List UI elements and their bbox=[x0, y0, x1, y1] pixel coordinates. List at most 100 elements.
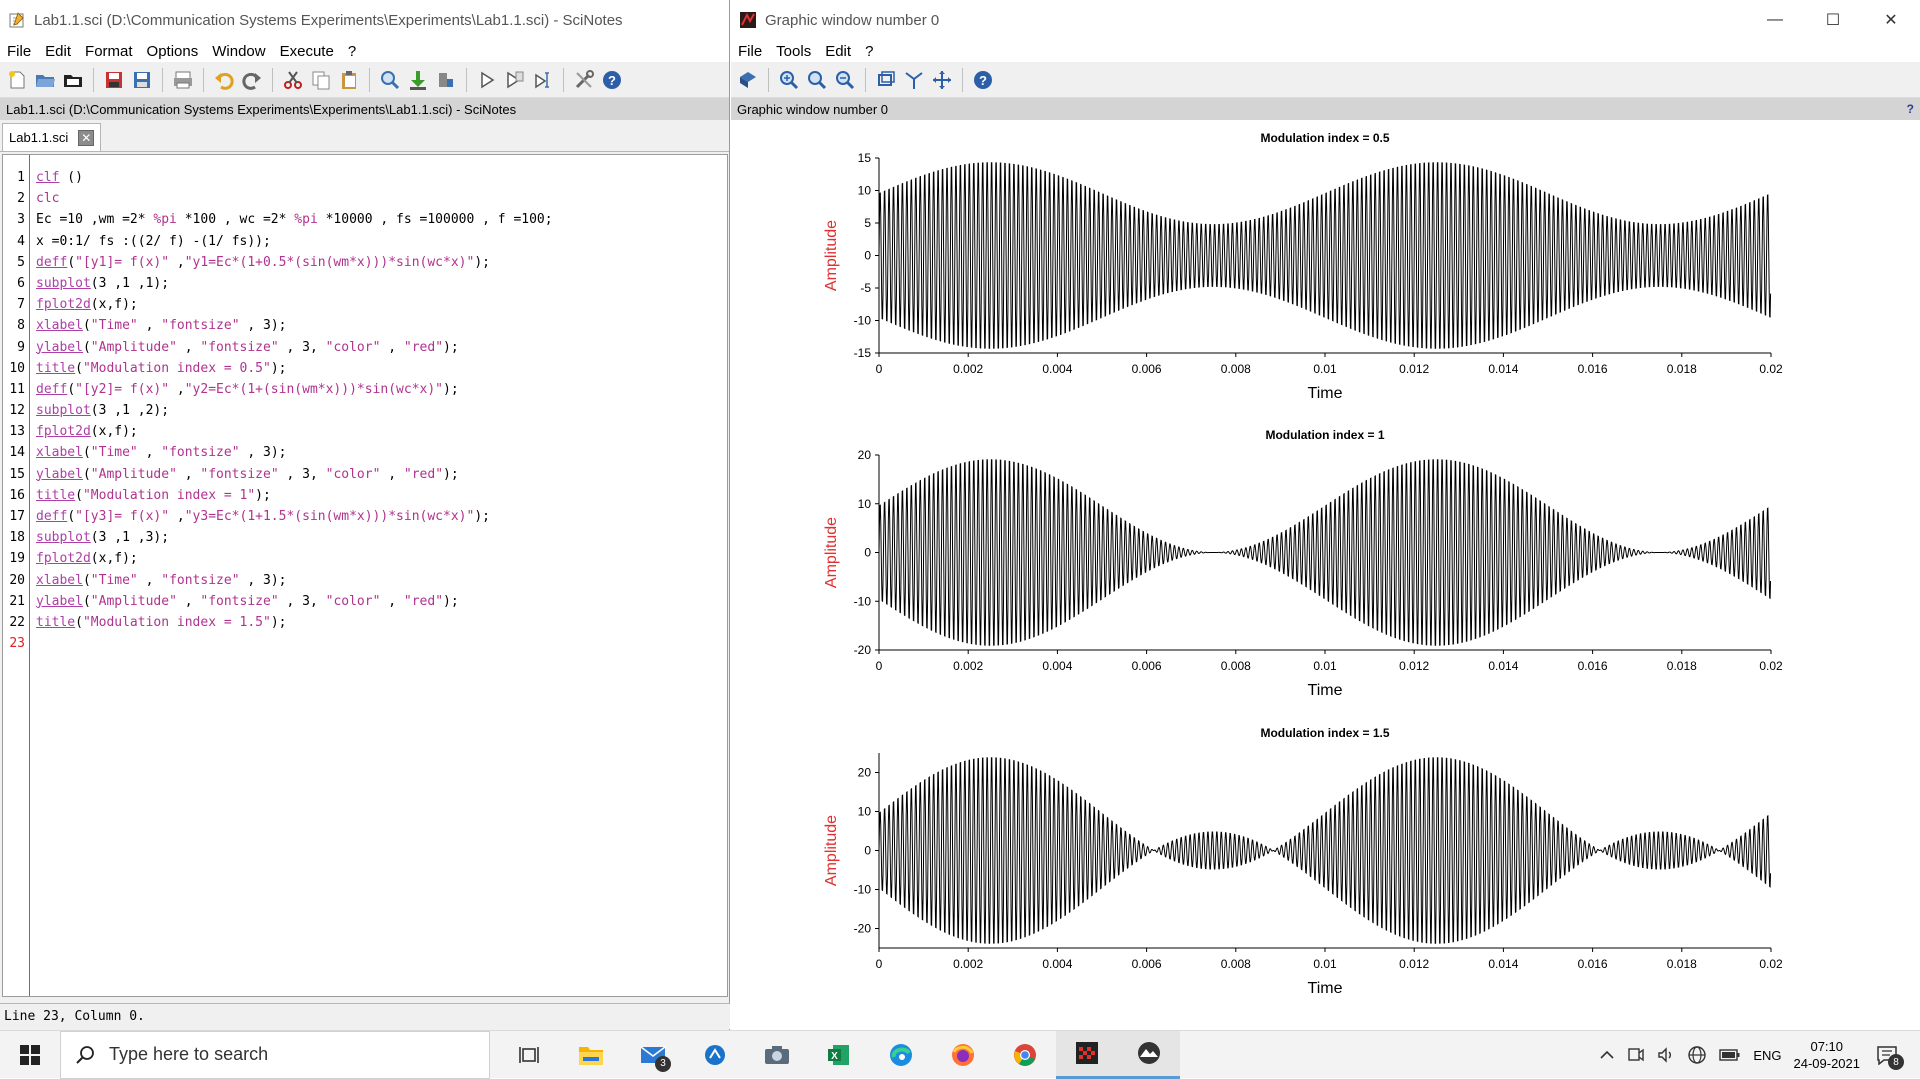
code-line[interactable]: fplot2d(x,f); bbox=[36, 551, 138, 567]
code-line[interactable]: Ec =10 ,wm =2* %pi *100 , wc =2* %pi *10… bbox=[36, 212, 553, 228]
cut-button[interactable] bbox=[280, 67, 306, 93]
save-button[interactable] bbox=[101, 67, 127, 93]
plot-canvas[interactable]: Modulation index = 0.5 -15 -10 -5 0 5 10 15 0 0.0… bbox=[731, 120, 1920, 1010]
code-line[interactable]: deff("[y2]= f(x)" ,"y2=Ec*(1+(sin(wm*x))… bbox=[36, 381, 459, 397]
task-view-button[interactable] bbox=[498, 1031, 560, 1079]
code-line[interactable]: clc bbox=[36, 191, 60, 207]
menu-options[interactable]: Options bbox=[146, 42, 199, 60]
taskbar-search-box[interactable]: Type here to search bbox=[60, 1030, 490, 1079]
excel-button[interactable]: X bbox=[808, 1031, 870, 1079]
maximize-icon[interactable]: ☐ bbox=[1825, 12, 1841, 29]
code-line[interactable]: clf () bbox=[36, 170, 83, 185]
camera-button[interactable] bbox=[746, 1031, 808, 1079]
execute-with-echo-button[interactable] bbox=[502, 67, 528, 93]
code-line[interactable]: xlabel("Time" , "fontsize" , 3); bbox=[36, 572, 287, 588]
paste-button[interactable] bbox=[336, 67, 362, 93]
volume-icon[interactable] bbox=[1657, 1046, 1675, 1064]
start-button[interactable] bbox=[0, 1031, 60, 1079]
find-replace-button[interactable] bbox=[377, 67, 403, 93]
plots-svg[interactable]: Modulation index = 0.5 -15 -10 -5 0 5 10 15 0 0.0… bbox=[731, 120, 1920, 1010]
close-icon[interactable]: ✕ bbox=[1884, 12, 1898, 29]
code-line[interactable]: ylabel("Amplitude" , "fontsize" , 3, "co… bbox=[36, 593, 459, 609]
clock[interactable]: 07:10 24-09-2021 bbox=[1794, 1038, 1861, 1072]
firefox-button[interactable] bbox=[932, 1031, 994, 1079]
menu-format[interactable]: Format bbox=[85, 42, 133, 60]
minimize-icon[interactable]: — bbox=[1767, 11, 1783, 28]
menu-window[interactable]: Window bbox=[212, 42, 266, 60]
scilab-console-button[interactable] bbox=[1056, 1030, 1118, 1079]
code-line[interactable] bbox=[36, 633, 727, 654]
execute-file-button[interactable] bbox=[433, 67, 459, 93]
code-line[interactable]: ylabel("Amplitude" , "fontsize" , 3, "co… bbox=[36, 339, 459, 355]
edit-axes-button[interactable] bbox=[901, 67, 927, 93]
graphic-help-button[interactable]: ? bbox=[970, 67, 996, 93]
toolbar-separator bbox=[369, 67, 370, 92]
code-line[interactable]: title("Modulation index = 1"); bbox=[36, 487, 271, 503]
undo-button[interactable] bbox=[211, 67, 237, 93]
code-line[interactable]: ylabel("Amplitude" , "fontsize" , 3, "co… bbox=[36, 466, 459, 482]
menu-file[interactable]: File bbox=[7, 42, 32, 60]
battery-icon[interactable] bbox=[1719, 1048, 1741, 1062]
graphic-menu-tools[interactable]: Tools bbox=[776, 42, 812, 60]
menu-help[interactable]: ? bbox=[347, 42, 357, 60]
input-language[interactable]: ENG bbox=[1753, 1047, 1782, 1063]
menu-edit[interactable]: Edit bbox=[45, 42, 72, 60]
chrome-button[interactable] bbox=[994, 1031, 1056, 1079]
new-file-button[interactable] bbox=[4, 67, 30, 93]
graphic-menu-edit[interactable]: Edit bbox=[825, 42, 852, 60]
graphic-help-mark[interactable]: ? bbox=[1906, 102, 1914, 116]
app-blue-button[interactable] bbox=[684, 1031, 746, 1079]
zoom-in-button[interactable] bbox=[804, 67, 830, 93]
chevron-up-icon[interactable] bbox=[1599, 1047, 1615, 1063]
code-line[interactable]: x =0:1/ fs :((2/ f) -(1/ fs)); bbox=[36, 233, 271, 249]
graphic-path-label: Graphic window number 0 bbox=[737, 101, 889, 117]
menu-execute[interactable]: Execute bbox=[279, 42, 334, 60]
file-explorer-button[interactable] bbox=[560, 1031, 622, 1079]
mail-button[interactable]: 3 bbox=[622, 1031, 684, 1079]
datatip-button[interactable] bbox=[735, 67, 761, 93]
meet-now-icon[interactable] bbox=[1627, 1046, 1645, 1064]
graphic-menu-file[interactable]: File bbox=[738, 42, 763, 60]
graphic-menu-help[interactable]: ? bbox=[865, 42, 874, 60]
chart-title: Modulation index = 1 bbox=[1265, 428, 1384, 442]
line-number: 1 bbox=[17, 170, 25, 185]
code-line[interactable]: subplot(3 ,1 ,1); bbox=[36, 275, 170, 291]
settings-button[interactable] bbox=[571, 67, 597, 93]
code-line[interactable]: title("Modulation index = 1.5"); bbox=[36, 614, 287, 630]
redo-button[interactable] bbox=[239, 67, 265, 93]
camera-icon bbox=[765, 1045, 789, 1064]
code-line[interactable]: title("Modulation index = 0.5"); bbox=[36, 360, 287, 376]
copy-button[interactable] bbox=[308, 67, 334, 93]
code-line[interactable]: fplot2d(x,f); bbox=[36, 297, 138, 313]
code-editor[interactable]: 1 2 3 4 5 6 7 8 9 10 11 12 13 14 15 16 17 18 19 20 21 22 23 cl… bbox=[2, 154, 728, 997]
close-tab-icon[interactable]: ✕ bbox=[78, 129, 95, 146]
help-button[interactable]: ? bbox=[599, 67, 625, 93]
execute-button[interactable] bbox=[474, 67, 500, 93]
rotate-button[interactable] bbox=[873, 67, 899, 93]
notifications-button[interactable]: 8 bbox=[1872, 1040, 1904, 1070]
x-tick-label: 0.002 bbox=[953, 659, 983, 673]
edge-button[interactable] bbox=[870, 1031, 932, 1079]
pan-button[interactable] bbox=[929, 67, 955, 93]
open-file-button[interactable] bbox=[32, 67, 58, 93]
code-line[interactable]: deff("[y3]= f(x)" ,"y3=Ec*(1+1.5*(sin(wm… bbox=[36, 509, 490, 524]
code-line[interactable]: xlabel("Time" , "fontsize" , 3); bbox=[36, 445, 287, 461]
code-line[interactable]: xlabel("Time" , "fontsize" , 3); bbox=[36, 318, 287, 334]
code-area[interactable]: clf () clc Ec =10 ,wm =2* %pi *100 , wc =2… bbox=[30, 155, 727, 996]
scilab-graphics-button[interactable] bbox=[1118, 1030, 1180, 1079]
zoom-out-button[interactable] bbox=[832, 67, 858, 93]
save-as-button[interactable] bbox=[129, 67, 155, 93]
load-into-scilab-button[interactable] bbox=[405, 67, 431, 93]
editor-tab[interactable]: Lab1.1.sci ✕ bbox=[2, 123, 102, 151]
code-line[interactable]: subplot(3 ,1 ,2); bbox=[36, 403, 170, 419]
cut-icon bbox=[284, 70, 302, 89]
code-line[interactable]: subplot(3 ,1 ,3); bbox=[36, 530, 170, 546]
execute-until-caret-button[interactable] bbox=[530, 67, 556, 93]
code-line[interactable]: fplot2d(x,f); bbox=[36, 424, 138, 440]
zoom-button[interactable] bbox=[776, 67, 802, 93]
network-globe-icon[interactable] bbox=[1687, 1045, 1707, 1065]
print-button[interactable] bbox=[170, 67, 196, 93]
open-file-browser-button[interactable] bbox=[60, 67, 86, 93]
code-line[interactable]: deff("[y1]= f(x)" ,"y1=Ec*(1+0.5*(sin(wm… bbox=[36, 254, 490, 270]
scilab-graphics-icon bbox=[1138, 1042, 1160, 1064]
